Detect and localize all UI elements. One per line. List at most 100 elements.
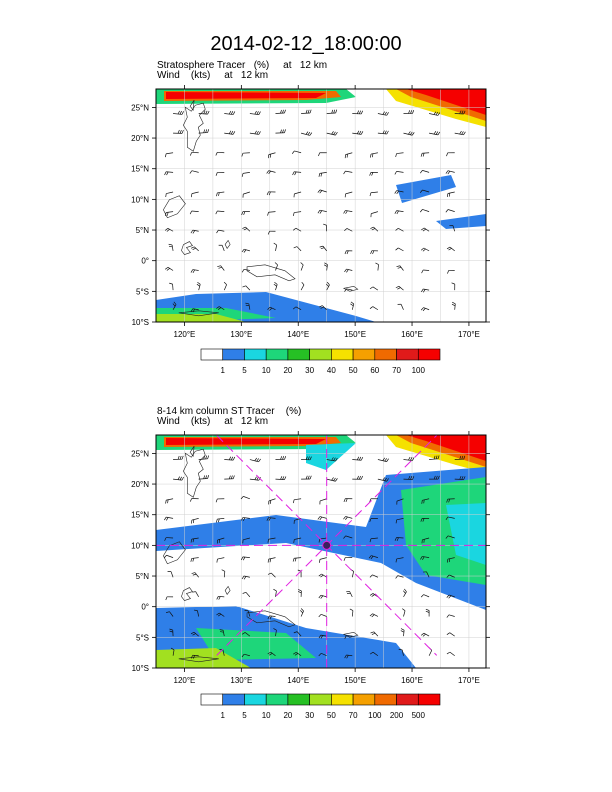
wind-barb-flag — [343, 170, 346, 175]
wind-barb — [248, 303, 251, 310]
wind-barb-flag — [243, 228, 248, 231]
wind-barb — [243, 653, 250, 657]
wind-barb — [428, 650, 433, 656]
wind-barb-flag — [267, 559, 269, 563]
wind-barb-flag — [267, 572, 272, 575]
wind-barbs — [164, 109, 466, 313]
wind-barb-flag — [446, 651, 451, 655]
wind-barb-flag — [269, 615, 272, 620]
tracer-region — [406, 89, 486, 115]
wind-barb-flag — [309, 456, 312, 460]
wind-barb — [345, 152, 353, 155]
wind-barb — [319, 209, 327, 212]
wind-barb-flag — [461, 131, 464, 135]
wind-barb-flag — [343, 210, 346, 214]
wind-barb-flag — [360, 456, 364, 461]
wind-barb-flag — [217, 613, 222, 617]
wind-barb-flag — [459, 455, 462, 460]
wind-barb-flag — [241, 269, 245, 273]
wind-barb-flag — [394, 171, 397, 175]
wind-barb-flag — [382, 477, 386, 481]
wind-barb-flag — [292, 212, 295, 217]
colorbar-label: 60 — [370, 366, 379, 375]
x-tick-label: 140°E — [287, 676, 309, 685]
wind-barb — [197, 610, 200, 617]
wind-barb — [300, 264, 304, 271]
wind-barb-flag — [292, 499, 295, 504]
wind-barb-flag — [397, 287, 401, 290]
wind-barb — [372, 306, 379, 311]
wind-barb-flag — [331, 477, 334, 481]
wind-barb — [320, 613, 327, 617]
wind-barb — [268, 498, 276, 502]
x-tick-label: 120°E — [174, 330, 196, 339]
wind-barb — [346, 228, 353, 232]
wind-barb — [346, 268, 353, 271]
wind-barb-flag — [177, 455, 180, 460]
wind-barb-flag — [273, 242, 277, 246]
colorbar-label: 20 — [283, 711, 292, 720]
wind-barb-flag — [369, 286, 374, 290]
wind-barb — [377, 478, 387, 482]
wind-barb-flag — [166, 517, 169, 521]
wind-barb-flag — [421, 269, 424, 274]
wind-barb-flag — [459, 110, 462, 114]
wind-barb-flag — [349, 608, 354, 611]
wind-barb-flag — [203, 129, 206, 133]
wind-barb-flag — [343, 516, 346, 520]
wind-barb-flag — [242, 517, 246, 521]
wind-barb-flag — [181, 476, 184, 481]
wind-barb — [191, 518, 199, 521]
wind-barb-flag — [446, 499, 449, 503]
wind-barb — [301, 112, 311, 114]
wind-barb-flag — [307, 131, 311, 136]
wind-barb-flag — [203, 455, 206, 460]
wind-barb — [275, 264, 278, 271]
wind-barb-flag — [241, 575, 245, 580]
coastline-sulawesi — [181, 587, 193, 601]
wind-barb-flag — [164, 228, 169, 231]
wind-barb — [449, 632, 455, 637]
wind-barb — [321, 653, 327, 657]
wind-barb — [423, 594, 430, 598]
wind-barb-flag — [240, 556, 244, 561]
wind-barb-flag — [266, 517, 269, 521]
panel2-subtitle-line2: Wind (kts) at 12 km — [157, 416, 269, 427]
wind-barb — [454, 132, 464, 136]
wind-barb-flag — [297, 591, 302, 594]
wind-barb-flag — [282, 109, 284, 114]
wind-barb-flag — [358, 130, 362, 135]
wind-barb — [423, 288, 430, 291]
wind-barb-flag — [207, 129, 210, 133]
colorbar-swatch — [287, 348, 310, 361]
wind-barb-flag — [280, 129, 282, 134]
wind-barb-flag — [267, 212, 269, 216]
wind-barb — [198, 113, 208, 115]
wind-barb — [400, 304, 404, 310]
wind-barb-flag — [228, 475, 231, 480]
wind-barb — [396, 152, 404, 154]
colorbar-swatch — [222, 348, 245, 361]
wind-barb-flag — [447, 270, 450, 274]
wind-barb-flag — [369, 593, 374, 596]
wind-barb — [166, 171, 174, 173]
wind-barb-flag — [324, 262, 328, 265]
wind-barb-flag — [451, 282, 455, 285]
wind-barb — [219, 612, 225, 617]
wind-barb-flag — [400, 628, 405, 631]
wind-barb — [294, 150, 302, 154]
wind-barb-flag — [346, 655, 349, 659]
wind-barb-flag — [190, 246, 195, 249]
wind-barb-flag — [386, 458, 389, 462]
wind-barb — [373, 226, 379, 232]
wind-barb-flag — [445, 516, 449, 521]
wind-barb — [429, 113, 438, 116]
wind-barb-flag — [309, 475, 312, 480]
wind-barb-flag — [425, 610, 430, 613]
x-tick-label: 150°E — [344, 330, 366, 339]
tracer-region — [166, 92, 326, 99]
wind-barb-flag — [344, 288, 347, 292]
wind-barb-flag — [422, 153, 425, 157]
wind-barb-flag — [242, 591, 247, 594]
plot-area — [156, 89, 486, 322]
